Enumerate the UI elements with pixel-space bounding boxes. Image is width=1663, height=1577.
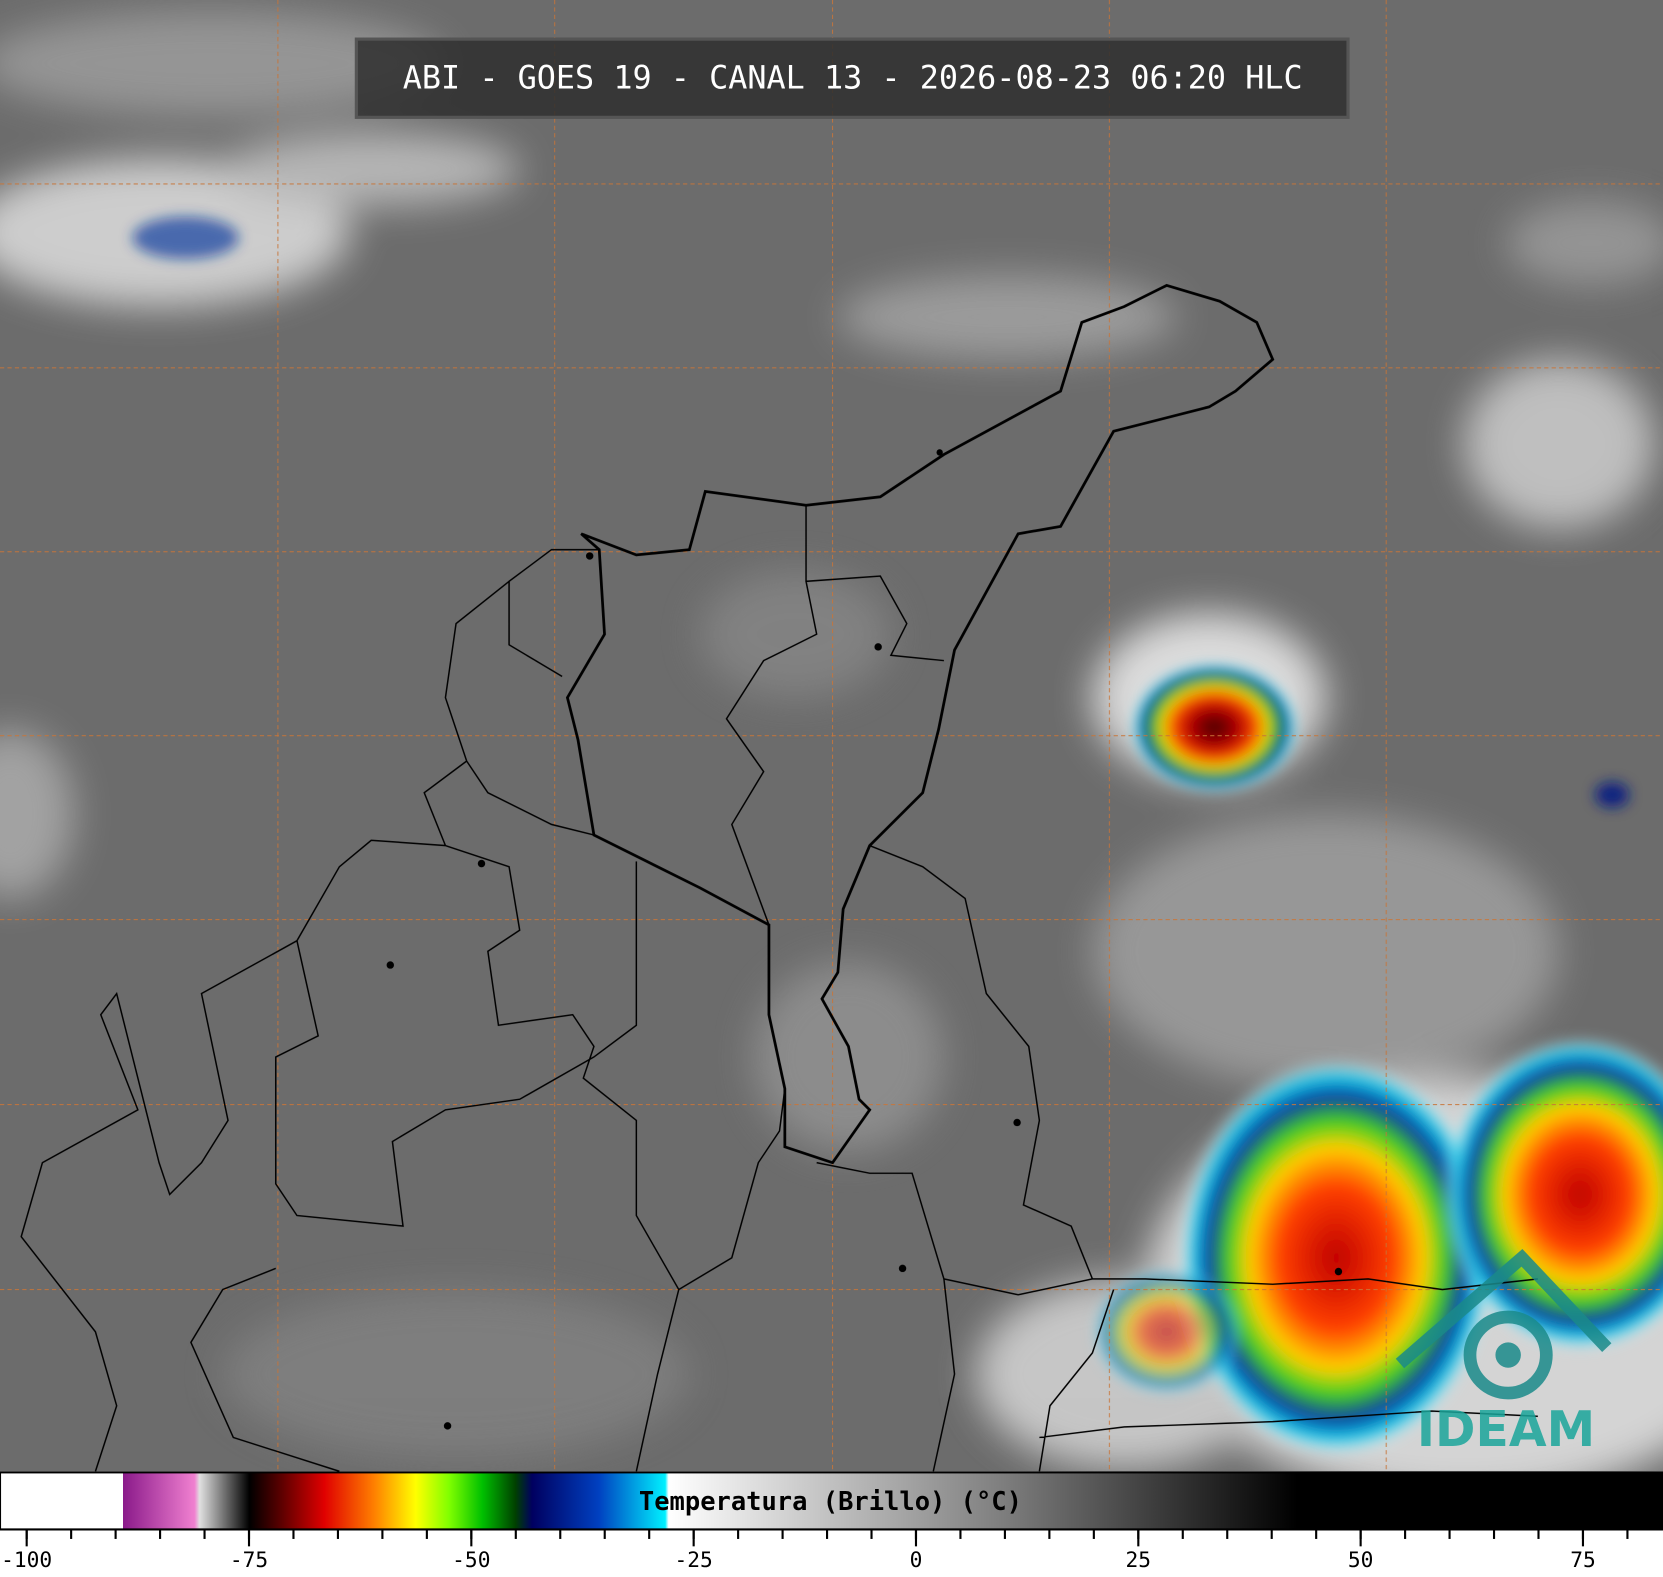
colorbar-ramp <box>0 1471 1663 1531</box>
logo-text: IDEAM <box>1417 1402 1595 1458</box>
colorbar: Temperatura (Brillo) (°C) -100 -75 -50 -25 0… <box>0 1471 1663 1572</box>
colorbar-label: Temperatura (Brillo) (°C) <box>639 1486 1022 1516</box>
imagery: IDEAM <box>0 0 1663 1472</box>
tick-label: 50 <box>1348 1547 1374 1572</box>
tick-label: -75 <box>230 1547 268 1572</box>
logo: IDEAM <box>1395 1249 1612 1458</box>
tick-label: -100 <box>1 1547 52 1572</box>
grid-lines <box>0 0 1663 1472</box>
tick-label: 75 <box>1570 1547 1596 1572</box>
title-box: ABI - GOES 19 - CANAL 13 - 2026-08-23 06… <box>354 37 1350 119</box>
borders <box>20 283 1538 1472</box>
tick-label: -25 <box>675 1547 713 1572</box>
tick-label: -50 <box>452 1547 490 1572</box>
tick-label: 0 <box>910 1547 923 1572</box>
title: ABI - GOES 19 - CANAL 13 - 2026-08-23 06… <box>403 60 1303 96</box>
tick-label: 25 <box>1126 1547 1152 1572</box>
